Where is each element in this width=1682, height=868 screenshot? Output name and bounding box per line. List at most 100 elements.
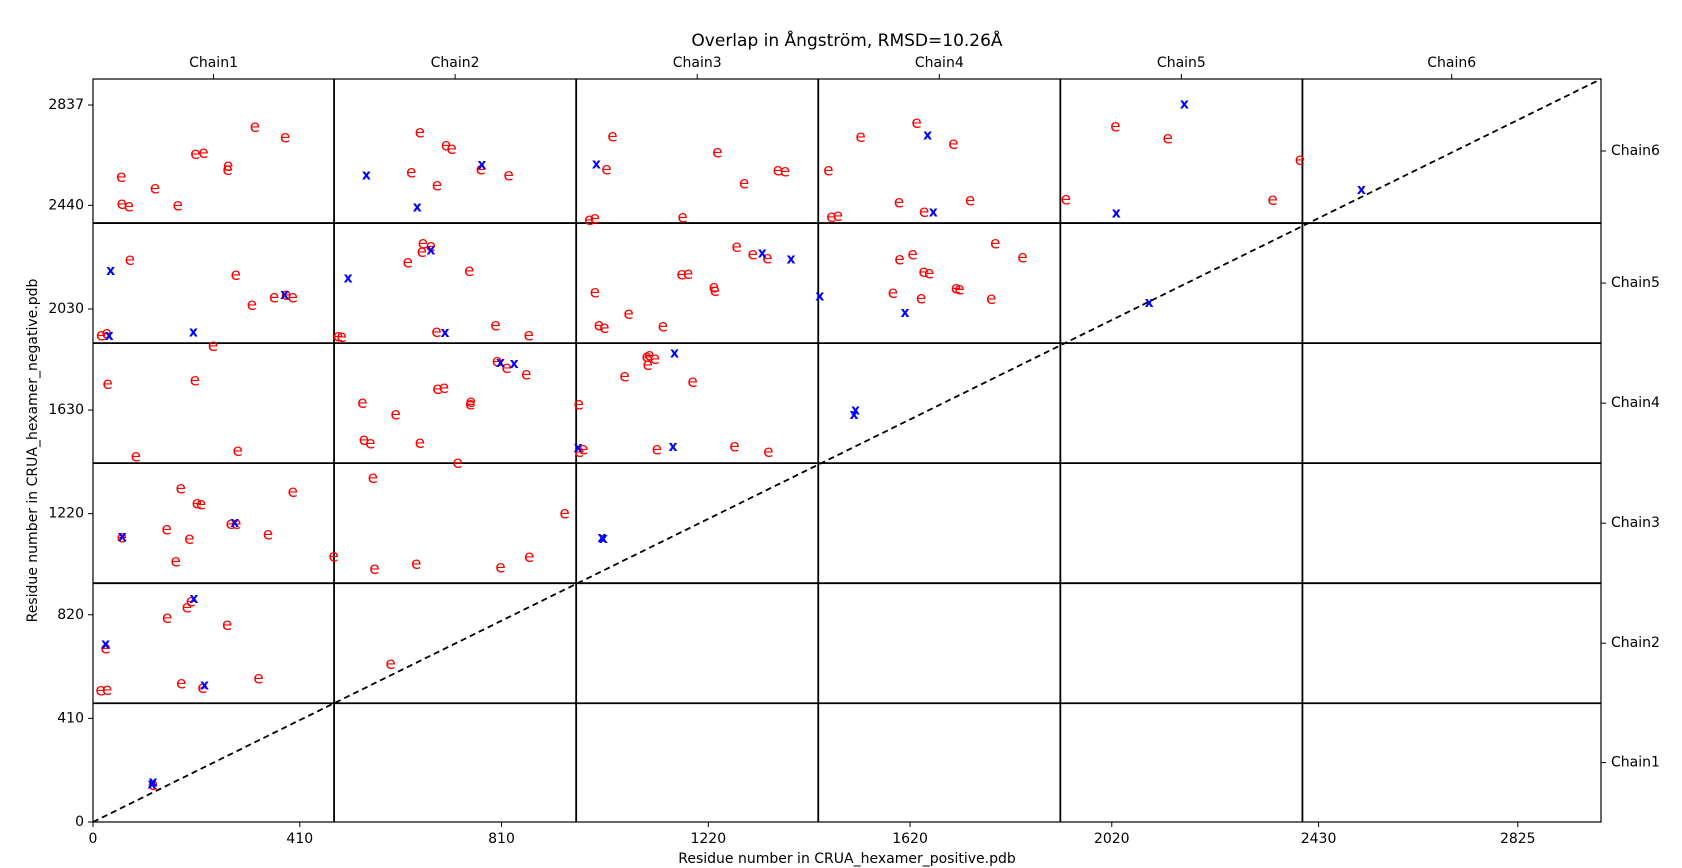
data-point-x: x: [426, 242, 435, 258]
data-point-x: x: [850, 407, 859, 423]
data-point-e: e: [677, 208, 687, 228]
data-point-e: e: [418, 233, 428, 253]
data-point-e: e: [1110, 117, 1120, 137]
data-point-e: e: [709, 277, 719, 297]
data-point-e: e: [948, 134, 958, 154]
data-point-x: x: [147, 777, 156, 793]
right-chain-label: Chain3: [1611, 515, 1660, 531]
y-tick-label: 1220: [48, 506, 84, 522]
data-point-e: e: [287, 482, 297, 502]
data-point-e: e: [584, 210, 594, 230]
data-point-e: e: [230, 265, 240, 285]
data-point-e: e: [918, 262, 928, 282]
data-point-e: e: [492, 352, 502, 372]
y-tick-label: 2030: [48, 301, 84, 317]
data-point-e: e: [369, 559, 379, 579]
data-point-e: e: [192, 493, 202, 513]
data-point-e: e: [650, 349, 660, 369]
data-point-e: e: [281, 285, 291, 305]
data-point-e: e: [747, 245, 757, 265]
data-point-e: e: [426, 237, 436, 257]
data-point-x: x: [118, 529, 127, 545]
data-point-x: x: [101, 636, 110, 652]
data-point-e: e: [432, 379, 442, 399]
data-point-e: e: [182, 598, 192, 618]
data-point-x: x: [510, 356, 519, 372]
data-point-e: e: [95, 681, 105, 701]
data-point-e: e: [172, 196, 182, 216]
data-point-e: e: [916, 289, 926, 309]
data-point-e: e: [411, 554, 421, 574]
x-tick-label: 2020: [1094, 831, 1130, 847]
data-point-x: x: [815, 288, 824, 304]
data-point-x: x: [230, 515, 239, 531]
data-point-e: e: [101, 323, 111, 343]
data-point-e: e: [198, 143, 208, 163]
top-chain-label: Chain1: [189, 55, 238, 71]
data-point-e: e: [911, 113, 921, 133]
data-point-e: e: [357, 393, 367, 413]
data-point-e: e: [1163, 128, 1173, 148]
data-point-e: e: [452, 453, 462, 473]
data-point-e: e: [623, 304, 633, 324]
data-point-e: e: [184, 529, 194, 549]
top-chain-label: Chain5: [1157, 55, 1206, 71]
data-point-e: e: [102, 374, 112, 394]
data-point-x: x: [189, 325, 198, 341]
data-point-e: e: [406, 163, 416, 183]
x-tick-label: 810: [488, 831, 515, 847]
top-chain-label: Chain3: [673, 55, 722, 71]
data-point-e: e: [710, 281, 720, 301]
data-point-e: e: [333, 327, 343, 347]
data-point-e: e: [894, 192, 904, 212]
data-point-e: e: [222, 615, 232, 635]
data-point-e: e: [965, 191, 975, 211]
data-point-e: e: [578, 440, 588, 460]
data-point-e: e: [417, 242, 427, 262]
plot-frame: [92, 78, 1602, 823]
data-point-e: e: [124, 196, 134, 216]
data-point-e: e: [524, 326, 534, 346]
data-point-x: x: [1112, 205, 1121, 221]
data-point-x: x: [900, 305, 909, 321]
data-point-e: e: [823, 161, 833, 181]
data-point-x: x: [668, 439, 677, 455]
data-point-e: e: [385, 654, 395, 674]
data-point-e: e: [190, 144, 200, 164]
data-point-e: e: [773, 160, 783, 180]
data-point-e: e: [524, 547, 534, 567]
data-point-e: e: [855, 127, 865, 147]
data-point-e: e: [365, 434, 375, 454]
data-point-x: x: [362, 167, 371, 183]
data-point-e: e: [280, 128, 290, 148]
data-point-e: e: [652, 439, 662, 459]
data-point-e: e: [601, 160, 611, 180]
data-point-e: e: [431, 322, 441, 342]
data-point-e: e: [573, 395, 583, 415]
right-chain-label: Chain5: [1611, 275, 1660, 291]
data-point-x: x: [344, 270, 353, 286]
data-point-x: x: [496, 355, 505, 371]
data-point-e: e: [161, 520, 171, 540]
data-point-e: e: [402, 253, 412, 273]
data-point-x: x: [189, 591, 198, 607]
data-point-e: e: [763, 442, 773, 462]
right-chain-label: Chain6: [1611, 143, 1660, 159]
data-point-e: e: [125, 250, 135, 270]
data-point-e: e: [208, 336, 218, 356]
data-point-e: e: [117, 194, 127, 214]
data-point-e: e: [253, 668, 263, 688]
data-point-e: e: [190, 371, 200, 391]
y-tick-label: 820: [57, 607, 84, 623]
data-point-e: e: [263, 524, 273, 544]
axes: 0 410 810 1220 1620 2020 2430 2825 0 410 820 1220 16…: [48, 55, 1660, 847]
data-point-e: e: [223, 156, 233, 176]
data-point-e: e: [643, 355, 653, 375]
data-point-e: e: [439, 378, 449, 398]
data-point-x: x: [477, 157, 486, 173]
data-point-x: x: [574, 440, 583, 456]
data-point-e: e: [250, 117, 260, 137]
data-point-e: e: [446, 139, 456, 159]
